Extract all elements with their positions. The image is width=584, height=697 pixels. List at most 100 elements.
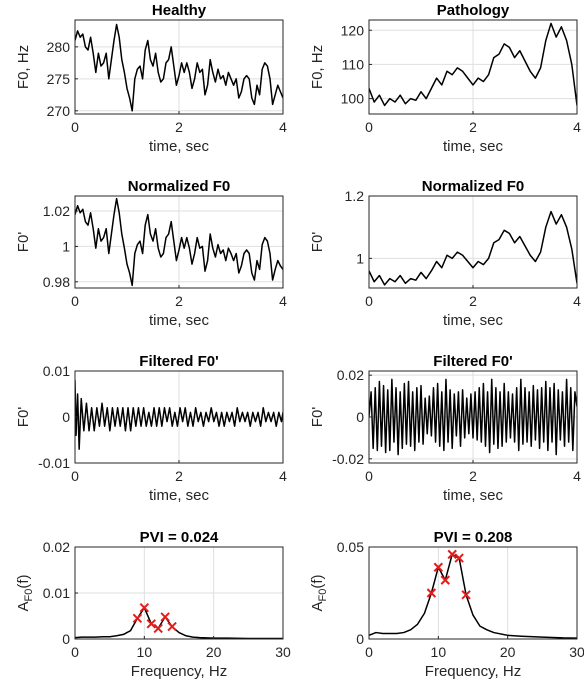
panel-p2: 0 2 4 100 110 120 Pathology time, sec F0, Hz	[309, 2, 581, 155]
x-tick-label: 0	[365, 644, 373, 660]
y-axis-label: F0'	[15, 407, 32, 428]
chart-title: Normalized F0	[128, 178, 231, 195]
x-tick-label: 0	[365, 468, 373, 484]
peak-marker	[132, 613, 143, 624]
y-axis-label-main: F0'	[15, 232, 32, 253]
x-tick-label: 10	[137, 644, 153, 660]
x-axis-label: time, sec	[443, 487, 504, 504]
x-tick-label: 20	[500, 644, 516, 660]
y-axis-label-main: A	[309, 602, 326, 612]
y-tick-label: 0	[356, 631, 364, 647]
panel-p1: 0 2 4 270 275 280 Healthy time, sec F0, Hz	[15, 2, 287, 155]
y-axis-label-main: F0, Hz	[309, 45, 326, 89]
y-tick-label: 280	[47, 39, 71, 55]
peak-marker	[447, 549, 457, 560]
y-axis-label-main: F0'	[309, 232, 326, 253]
peak-marker	[167, 621, 177, 632]
panel-p7: 0 10 20 30 0 0.01 0.02 PVI = 0.024 Frequency, Hz…	[15, 529, 291, 680]
y-tick-label: 0.01	[43, 585, 70, 601]
x-tick-label: 0	[71, 644, 79, 660]
y-tick-label: 0.01	[43, 363, 70, 379]
x-axis-label: time, sec	[149, 138, 210, 155]
y-axis-label-suffix: (f)	[15, 574, 32, 588]
y-axis-label: F0, Hz	[309, 45, 326, 89]
y-axis-label-main: F0, Hz	[15, 45, 32, 89]
chart-title: Healthy	[152, 2, 207, 19]
y-tick-label: 1.2	[345, 188, 365, 204]
y-tick-label: 270	[47, 103, 71, 119]
y-axis-label-main: F0'	[309, 407, 326, 428]
y-tick-label: 100	[341, 91, 365, 107]
y-tick-label: 0.02	[337, 367, 364, 383]
series-line	[369, 210, 577, 286]
x-axis-label: time, sec	[149, 487, 210, 504]
x-axis-label: time, sec	[443, 138, 504, 155]
x-axis-label: Frequency, Hz	[425, 663, 521, 680]
x-tick-label: 2	[175, 119, 183, 135]
x-tick-label: 4	[279, 119, 287, 135]
peak-marker	[153, 623, 163, 634]
x-tick-label: 4	[573, 468, 581, 484]
y-tick-label: 120	[341, 22, 365, 38]
y-tick-label: 0	[62, 631, 70, 647]
x-tick-label: 4	[573, 119, 581, 135]
y-axis-label: F0, Hz	[15, 45, 32, 89]
chart-title: Filtered F0'	[139, 353, 218, 370]
y-axis-label-subscript: F0	[317, 589, 329, 602]
y-axis-label-subscript: F0	[23, 589, 35, 602]
axes-frame	[368, 546, 578, 640]
x-tick-label: 2	[175, 293, 183, 309]
y-tick-label: 0	[356, 409, 364, 425]
x-tick-label: 4	[279, 293, 287, 309]
x-tick-label: 30	[569, 644, 584, 660]
x-tick-label: 10	[431, 644, 447, 660]
y-axis-label: F0'	[309, 232, 326, 253]
series-line	[369, 553, 577, 639]
y-tick-label: -0.01	[38, 455, 70, 471]
x-tick-label: 4	[279, 468, 287, 484]
x-tick-label: 2	[175, 468, 183, 484]
y-axis-label: F0'	[15, 232, 32, 253]
chart-title: PVI = 0.024	[140, 529, 219, 546]
x-axis-label: time, sec	[149, 312, 210, 329]
peak-marker	[160, 612, 170, 622]
panel-p4: 0 2 4 1 1.2 Normalized F0 time, sec F0'	[309, 178, 581, 329]
chart-title: Pathology	[437, 2, 510, 19]
y-tick-label: 1	[356, 250, 364, 266]
y-tick-label: -0.02	[332, 451, 364, 467]
x-tick-label: 0	[71, 293, 79, 309]
peak-marker	[139, 603, 150, 613]
x-axis-label: Frequency, Hz	[131, 663, 227, 680]
y-axis-label-main: F0'	[15, 407, 32, 428]
y-tick-label: 275	[47, 71, 71, 87]
peak-marker	[454, 553, 464, 563]
x-tick-label: 4	[573, 293, 581, 309]
y-axis-label-suffix: (f)	[309, 574, 326, 588]
chart-title: Normalized F0	[422, 178, 525, 195]
y-tick-label: 0.02	[43, 539, 70, 555]
x-tick-label: 2	[469, 293, 477, 309]
x-tick-label: 0	[365, 119, 373, 135]
peak-marker	[440, 575, 450, 585]
y-axis-label-main: A	[15, 602, 32, 612]
panel-p3: 0 2 4 0.98 1 1.02 Normalized F0 time, sec F0'	[15, 178, 287, 329]
series-line	[75, 197, 283, 287]
series-line	[75, 380, 283, 450]
y-axis-label: AF0(f)	[15, 574, 35, 611]
x-tick-label: 2	[469, 468, 477, 484]
y-tick-label: 0.05	[337, 539, 364, 555]
y-axis-label: AF0(f)	[309, 574, 329, 611]
y-tick-label: 0.98	[43, 274, 70, 290]
y-tick-label: 0	[62, 409, 70, 425]
x-tick-label: 0	[71, 119, 79, 135]
y-axis-label: F0'	[309, 407, 326, 428]
x-tick-label: 0	[365, 293, 373, 309]
chart-title: PVI = 0.208	[434, 529, 513, 546]
y-tick-label: 1	[62, 238, 70, 254]
x-tick-label: 20	[206, 644, 222, 660]
x-tick-label: 0	[71, 468, 79, 484]
y-tick-label: 1.02	[43, 203, 70, 219]
